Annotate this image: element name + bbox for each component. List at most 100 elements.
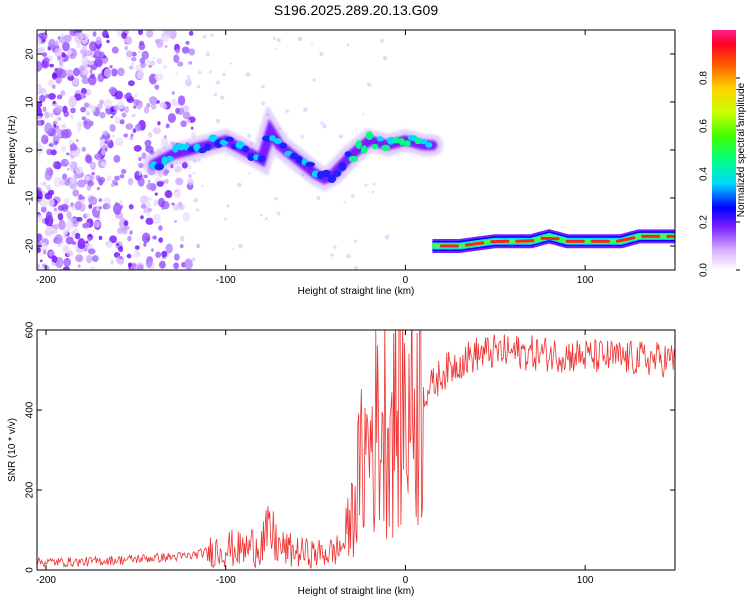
noise-speck	[181, 46, 190, 54]
noise-speck	[146, 103, 151, 108]
noise-speck	[171, 90, 175, 95]
noise-speck	[75, 254, 84, 263]
noise-speck	[104, 140, 109, 144]
noise-speck	[98, 198, 103, 203]
noise-speck	[52, 161, 60, 170]
direct-ridge-blob	[338, 161, 347, 171]
noise-speck	[103, 98, 112, 109]
noise-speck	[110, 115, 114, 119]
noise-speck	[112, 179, 116, 185]
noise-speck	[117, 67, 125, 77]
noise-speck	[155, 251, 162, 258]
noise-speck	[86, 212, 91, 218]
noise-speck	[98, 51, 105, 59]
noise-speck	[276, 37, 281, 43]
noise-speck	[238, 243, 243, 249]
direct-ridge-blob	[154, 163, 165, 171]
noise-speck	[133, 249, 141, 259]
noise-speck	[103, 68, 113, 78]
noise-speck	[121, 112, 127, 118]
direct-ridge-blob	[327, 174, 337, 184]
noise-speck	[143, 208, 147, 213]
noise-speck	[54, 234, 63, 244]
noise-speck	[79, 33, 86, 40]
noise-speck	[188, 48, 196, 56]
noise-speck	[145, 258, 153, 269]
noise-speck	[119, 256, 123, 260]
noise-speck	[330, 253, 334, 257]
noise-speck	[78, 194, 83, 201]
noise-speck	[113, 104, 120, 111]
noise-speck	[124, 41, 128, 45]
noise-speck	[137, 104, 142, 110]
noise-speck	[152, 235, 157, 240]
noise-speck	[154, 84, 160, 90]
noise-speck	[53, 207, 57, 212]
noise-speck	[128, 80, 135, 87]
noise-speck	[152, 127, 162, 134]
noise-speck	[68, 161, 73, 166]
noise-speck	[93, 54, 96, 59]
noise-speck	[174, 165, 182, 173]
noise-speck	[84, 50, 93, 57]
noise-speck	[63, 110, 70, 118]
direct-ridge-blob	[235, 141, 245, 149]
spectrogram-xtick-label: -200	[36, 275, 56, 286]
noise-speck	[123, 93, 131, 100]
noise-speck	[87, 180, 95, 187]
noise-speck	[146, 182, 154, 191]
noise-speck	[37, 106, 42, 116]
noise-speck	[121, 227, 126, 231]
noise-speck	[175, 72, 178, 76]
noise-speck	[364, 183, 368, 187]
noise-speck	[134, 93, 138, 98]
noise-speck	[58, 36, 67, 44]
noise-speck	[110, 259, 114, 265]
noise-speck	[118, 245, 124, 253]
noise-speck	[48, 113, 54, 118]
direct-ridge-blob	[376, 136, 384, 142]
noise-speck	[316, 196, 321, 200]
reflected-ridge-core	[490, 239, 510, 244]
noise-speck	[48, 38, 56, 49]
noise-speck	[119, 119, 125, 125]
snr-series	[37, 330, 675, 569]
noise-speck	[65, 236, 74, 245]
figure-title: S196.2025.289.20.13.G09	[274, 2, 438, 18]
noise-speck	[113, 154, 121, 163]
snr-panel: -200 -100 0 100 0 200 400 600 Height of straigh…	[7, 321, 676, 597]
noise-speck	[182, 212, 190, 222]
noise-speck	[140, 203, 147, 209]
noise-speck	[47, 189, 55, 196]
noise-speck	[61, 42, 70, 52]
noise-speck	[382, 56, 388, 61]
noise-speck	[83, 102, 89, 108]
noise-speck	[53, 123, 57, 128]
noise-speck	[109, 123, 116, 132]
spectrogram-ytick-label: -10	[25, 190, 36, 205]
noise-speck	[198, 70, 202, 75]
noise-speck	[123, 133, 129, 138]
noise-speck	[114, 116, 121, 125]
noise-speck	[124, 45, 129, 51]
noise-speck	[210, 33, 214, 37]
noise-speck	[380, 38, 385, 43]
noise-speck	[195, 208, 200, 212]
direct-ridge-blob	[198, 147, 207, 154]
noise-speck	[120, 205, 124, 209]
noise-speck	[70, 165, 76, 172]
noise-speck	[80, 56, 89, 65]
noise-speck	[39, 87, 47, 95]
direct-ridge-blob	[387, 136, 395, 145]
noise-speck	[153, 199, 160, 206]
noise-speck	[143, 174, 148, 179]
noise-speck	[338, 134, 343, 139]
snr-xtick-label: 0	[403, 575, 409, 586]
noise-speck	[151, 248, 154, 252]
noise-speck	[147, 131, 153, 138]
noise-speck	[37, 233, 41, 243]
noise-speck	[173, 188, 181, 199]
noise-speck	[55, 105, 64, 113]
noise-speck	[97, 176, 106, 184]
